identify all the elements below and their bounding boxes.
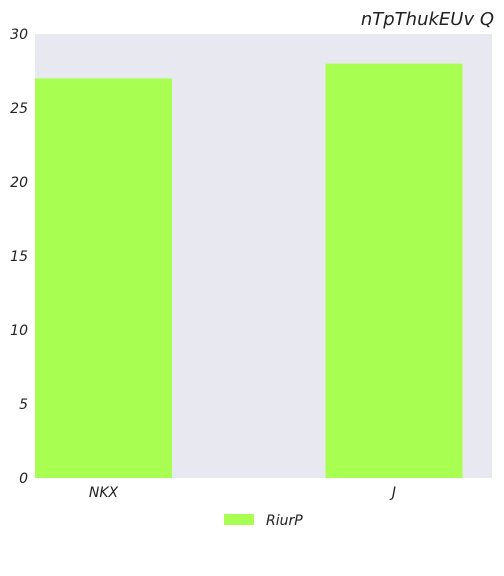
y-tick-label: 20	[10, 175, 28, 191]
y-tick-label: 15	[10, 249, 28, 265]
y-tick-label: 30	[10, 27, 28, 43]
bars	[35, 63, 463, 479]
x-tick-label: NKX	[89, 485, 119, 501]
y-tick-label: 5	[19, 397, 28, 413]
bar-j	[325, 63, 463, 478]
y-tick-label: 25	[10, 101, 28, 117]
x-axis-ticks: NKX J	[89, 485, 396, 501]
y-tick-label: 0	[19, 471, 28, 487]
y-tick-label: 10	[10, 323, 28, 339]
legend: RiurP	[224, 513, 303, 529]
x-tick-label: J	[389, 485, 396, 501]
chart-title: nTpThukEUv Q	[361, 9, 494, 30]
bar-nkx	[35, 78, 172, 479]
y-axis-ticks: 0 5 10 15 20 25 30	[10, 27, 28, 487]
legend-swatch-riurp	[224, 514, 254, 525]
legend-label-riurp: RiurP	[266, 513, 303, 529]
